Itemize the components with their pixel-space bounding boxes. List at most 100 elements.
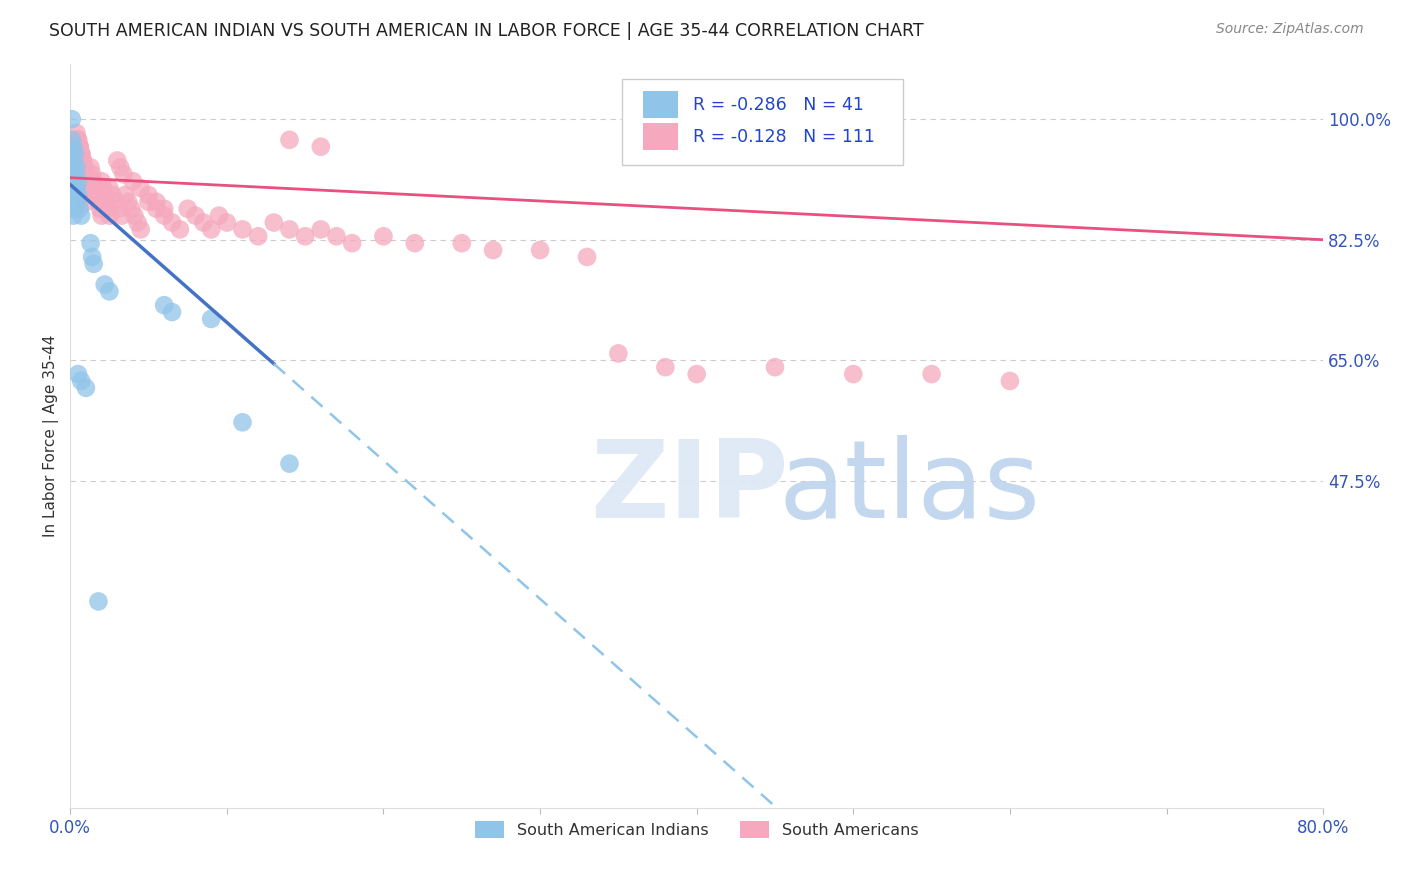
Point — [160, 215, 183, 229]
Point — [107, 202, 129, 216]
Point — [91, 181, 114, 195]
Text: R = -0.128   N = 111: R = -0.128 N = 111 — [693, 128, 875, 146]
Point — [72, 153, 94, 168]
Point — [62, 139, 84, 153]
Point — [96, 194, 118, 209]
Point — [63, 133, 86, 147]
Point — [70, 161, 93, 175]
Point — [325, 229, 347, 244]
Point — [87, 194, 110, 209]
Point — [62, 167, 84, 181]
Point — [184, 209, 207, 223]
Point — [60, 112, 83, 127]
Point — [278, 222, 301, 236]
Point — [278, 133, 301, 147]
Point — [83, 257, 105, 271]
Point — [76, 174, 98, 188]
Point — [75, 167, 97, 181]
Point — [63, 188, 86, 202]
Point — [63, 146, 86, 161]
Point — [373, 229, 395, 244]
Point — [67, 367, 90, 381]
Point — [129, 222, 152, 236]
Point — [97, 202, 120, 216]
Point — [138, 188, 160, 202]
Point — [65, 181, 87, 195]
Point — [340, 236, 363, 251]
Point — [231, 415, 253, 429]
Point — [69, 139, 91, 153]
Point — [153, 298, 176, 312]
Point — [101, 188, 124, 202]
Point — [145, 194, 167, 209]
Point — [65, 139, 87, 153]
Point — [90, 174, 112, 188]
Point — [98, 209, 121, 223]
Point — [63, 146, 86, 161]
Point — [70, 146, 93, 161]
Point — [482, 243, 505, 257]
Point — [215, 215, 238, 229]
Point — [87, 594, 110, 608]
Point — [208, 209, 231, 223]
Point — [176, 202, 198, 216]
Point — [90, 209, 112, 223]
Point — [200, 312, 222, 326]
Point — [160, 305, 183, 319]
Point — [654, 360, 676, 375]
Point — [73, 161, 96, 175]
Point — [69, 167, 91, 181]
Point — [112, 167, 135, 181]
Point — [93, 277, 115, 292]
Point — [129, 181, 152, 195]
Point — [60, 146, 83, 161]
Point — [70, 146, 93, 161]
Point — [63, 167, 86, 181]
Point — [576, 250, 599, 264]
Point — [77, 181, 100, 195]
Point — [72, 167, 94, 181]
Point — [153, 202, 176, 216]
Point — [62, 181, 84, 195]
Point — [114, 188, 136, 202]
Point — [998, 374, 1021, 388]
Point — [120, 202, 142, 216]
Point — [76, 174, 98, 188]
Point — [62, 194, 84, 209]
Point — [145, 202, 167, 216]
Point — [529, 243, 551, 257]
Point — [70, 174, 93, 188]
Point — [105, 153, 128, 168]
Point — [169, 222, 191, 236]
Text: SOUTH AMERICAN INDIAN VS SOUTH AMERICAN IN LABOR FORCE | AGE 35-44 CORRELATION C: SOUTH AMERICAN INDIAN VS SOUTH AMERICAN … — [49, 22, 924, 40]
Point — [72, 153, 94, 168]
Point — [127, 215, 149, 229]
Point — [73, 174, 96, 188]
Point — [69, 153, 91, 168]
Point — [104, 194, 127, 209]
Point — [67, 188, 90, 202]
Point — [404, 236, 426, 251]
Point — [98, 285, 121, 299]
Text: ZIP: ZIP — [591, 435, 789, 541]
Point — [67, 174, 90, 188]
Point — [842, 367, 865, 381]
Bar — [643, 91, 678, 119]
Point — [110, 161, 132, 175]
Point — [82, 250, 104, 264]
Text: Source: ZipAtlas.com: Source: ZipAtlas.com — [1216, 22, 1364, 37]
Point — [124, 209, 146, 223]
Point — [86, 188, 108, 202]
Point — [83, 174, 105, 188]
Point — [76, 174, 98, 188]
Point — [153, 209, 176, 223]
Point — [67, 161, 90, 175]
Point — [69, 202, 91, 216]
Point — [65, 126, 87, 140]
Point — [231, 222, 253, 236]
Point — [72, 181, 94, 195]
Point — [89, 202, 111, 216]
Point — [60, 161, 83, 175]
Point — [65, 194, 87, 209]
Point — [193, 215, 215, 229]
